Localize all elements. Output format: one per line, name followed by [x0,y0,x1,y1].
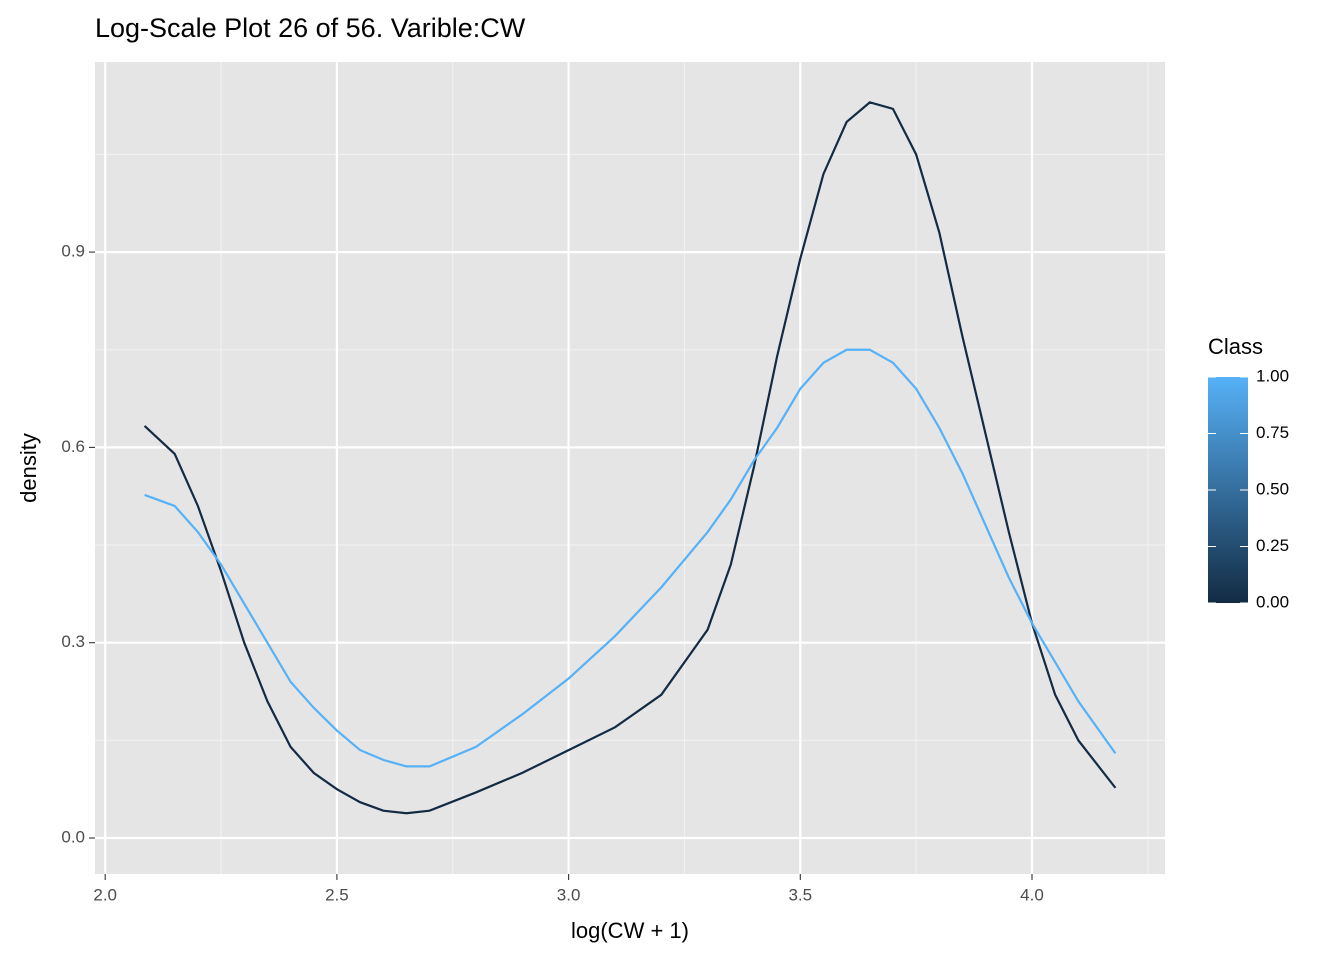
colorbar-label: 0.75 [1256,423,1289,442]
density-line [144,348,1117,768]
x-tick-label: 3.0 [557,885,581,904]
x-tick-label: 3.5 [788,885,812,904]
panel [95,62,1165,874]
y-tick-label: 0.6 [61,437,85,456]
colorbar-label: 0.25 [1256,536,1289,555]
y-tick-label: 0.0 [61,827,85,846]
chart-title: Log-Scale Plot 26 of 56. Varible:CW [95,13,526,43]
x-tick-label: 4.0 [1020,885,1044,904]
y-axis-label: density [16,433,41,503]
colorbar-label: 1.00 [1256,366,1289,385]
density-line [143,101,1117,815]
colorbar-label: 0.50 [1256,479,1289,498]
legend-title: Class [1208,334,1263,359]
colorbar-label: 0.00 [1256,592,1289,611]
x-axis-label: log(CW + 1) [571,918,689,943]
y-tick-label: 0.3 [61,632,85,651]
x-tick-label: 2.5 [325,885,349,904]
x-tick-label: 2.0 [93,885,117,904]
y-tick-label: 0.9 [61,242,85,261]
